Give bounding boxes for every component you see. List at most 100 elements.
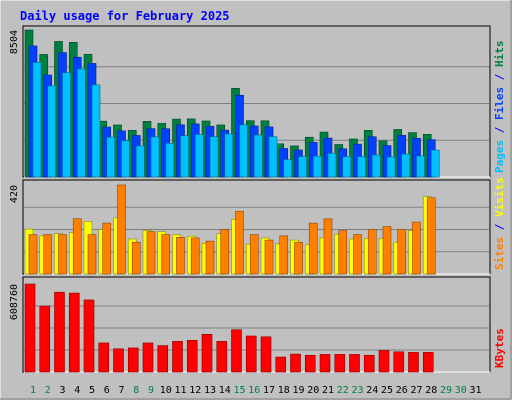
sites-bar [102,222,112,275]
pages-bar [165,142,175,178]
pages-bar [121,140,130,178]
series-kbytes [24,283,434,373]
kbytes-bar [172,341,183,373]
pages-bar [47,85,57,178]
kbytes-bar [142,342,154,373]
x-tick-day-21: 21 [322,385,334,396]
x-tick-day-26: 26 [396,385,408,396]
x-tick-day-14: 14 [219,385,231,396]
legend-text: Hits [493,41,506,68]
legend-text: KBytes [493,328,506,368]
kbytes-bar [260,336,272,373]
x-tick-day-19: 19 [292,385,304,396]
kbytes-bar [68,292,80,373]
pages-bar [62,72,71,178]
sites-bar [294,241,303,275]
kbytes-bar [216,341,228,373]
x-tick-day-29: 29 [440,385,452,396]
x-tick-day-25: 25 [381,385,393,396]
sites-bar [353,234,362,275]
x-tick-day-4: 4 [74,385,80,396]
x-tick-day-16: 16 [248,385,260,396]
pages-bar [224,133,234,178]
x-tick-day-5: 5 [89,385,95,396]
pages-bar [135,145,145,178]
y-max-tick-label: 420 [9,185,20,203]
kbytes-bar [24,283,36,373]
pages-bar [371,154,381,178]
x-tick-day-27: 27 [410,385,422,396]
pages-bar [150,136,160,178]
x-tick-day-30: 30 [455,385,467,396]
pages-bar [416,155,425,178]
x-tick-day-31: 31 [469,385,481,396]
series-legend: Sites / Visits [493,177,506,270]
kbytes-bar [378,350,390,373]
kbytes-bar [54,291,65,373]
sites-bar [87,234,97,275]
sites-bar [205,240,215,275]
x-tick-day-13: 13 [204,385,216,396]
x-tick-day-10: 10 [160,385,172,396]
x-axis-labels: 1 2 3 4 5 6 7 8 9 10 11 12 13 14 15 16 17 18 19 20 21 22 23 24 2… [30,385,482,396]
kbytes-bar [290,353,301,373]
kbytes-bar [98,342,110,373]
x-tick-day-6: 6 [104,385,110,396]
series-pages [32,62,440,178]
kbytes-bar [304,354,316,373]
x-tick-day-20: 20 [307,385,319,396]
kbytes-bar [275,356,287,373]
x-tick-day-1: 1 [30,385,36,396]
kbytes-bar [349,354,360,373]
kbytes-bar [245,335,257,373]
sites-bar [426,197,436,275]
x-tick-day-28: 28 [425,385,437,396]
pages-bar [430,149,440,178]
sites-bar [323,218,333,275]
sites-bar [308,222,318,275]
sites-bar [249,234,259,275]
kbytes-bar [83,299,95,373]
chart-panels: 8504 Pages / Files / Hits 420 Sites / Visit… [9,25,506,373]
kbytes-bar [422,352,434,373]
legend-text: / [493,120,506,140]
sites-bar [43,234,53,275]
x-tick-day-22: 22 [337,385,349,396]
kbytes-bar [113,348,124,373]
series-legend: Pages / Files / Hits [493,41,506,174]
x-tick-day-15: 15 [233,385,245,396]
x-tick-day-8: 8 [133,385,139,396]
kbytes-bar [319,354,331,373]
legend-text: Sites [493,237,506,270]
sites-bar [382,226,392,275]
legend-text: Pages [493,140,506,173]
pages-bar [91,84,101,178]
legend-text: / [493,217,506,237]
sites-bar [220,229,230,275]
series-legend: KBytes [493,328,506,368]
pages-bar [268,136,278,178]
sites-bar [190,237,200,275]
pages-bar [312,155,322,178]
pages-bar [106,136,116,178]
sites-bar [146,231,156,275]
x-tick-day-23: 23 [351,385,363,396]
sites-bar [338,230,348,275]
sites-bar [412,221,421,275]
x-tick-day-3: 3 [59,385,65,396]
kbytes-bar [408,352,419,373]
sites-bar [367,229,377,275]
sites-bar [58,234,67,275]
y-max-tick-label: 608760 [9,284,20,320]
kbytes-bar [231,329,242,373]
pages-bar [76,68,86,178]
sites-bar [161,234,171,275]
sites-bar [28,234,38,275]
x-tick-day-11: 11 [174,385,186,396]
pages-bar [327,153,337,178]
kbytes-bar [157,345,169,373]
x-tick-day-24: 24 [366,385,378,396]
kbytes-bar [363,354,375,373]
x-tick-day-7: 7 [118,385,124,396]
pages-bar [401,153,411,178]
